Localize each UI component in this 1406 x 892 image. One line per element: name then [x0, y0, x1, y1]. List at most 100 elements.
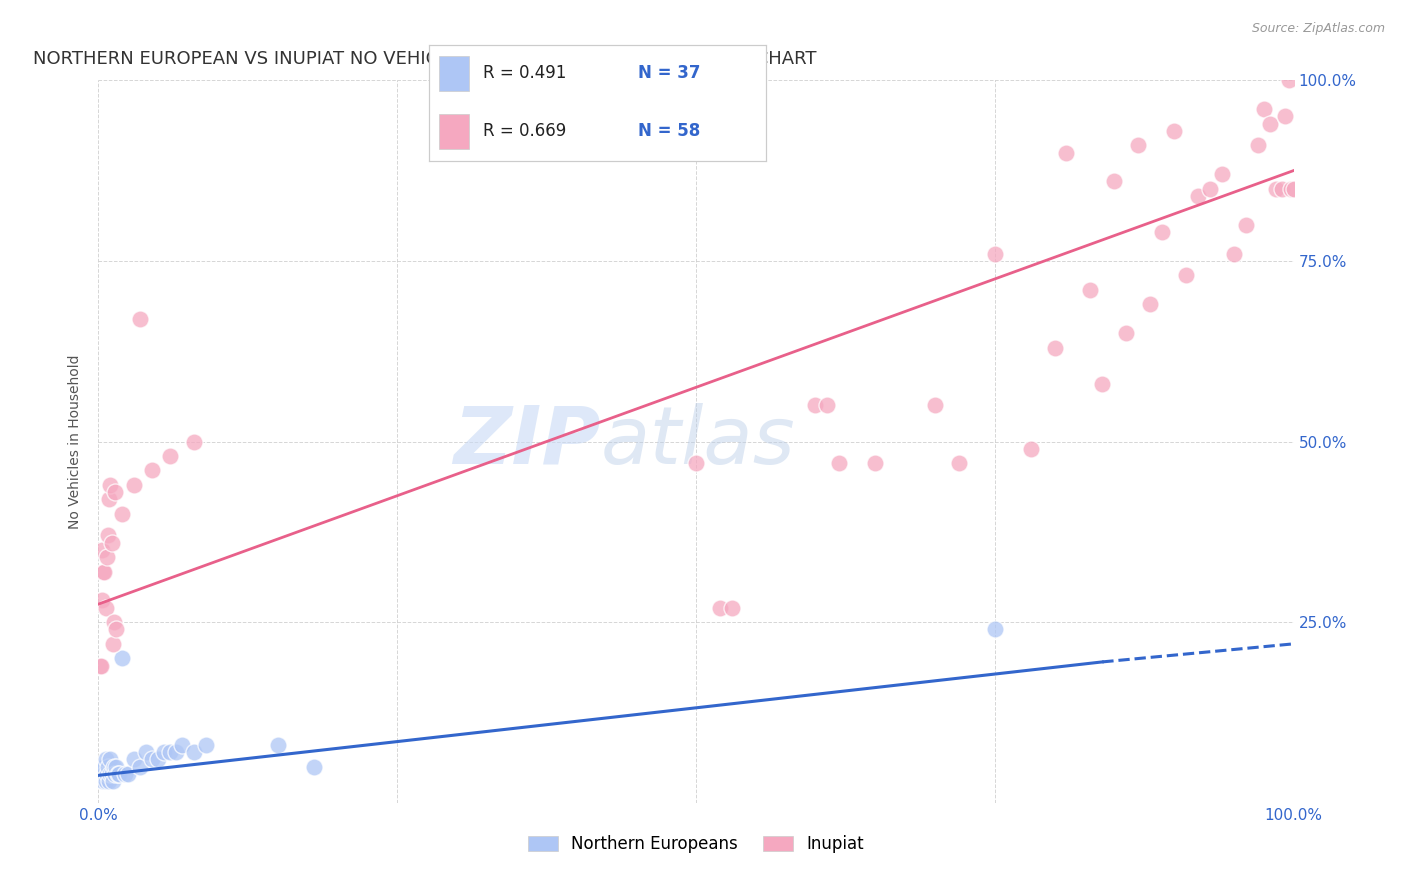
Point: [1264, 182, 1286, 196]
Point: [828, 456, 851, 470]
Point: [815, 398, 838, 412]
Point: [1128, 138, 1150, 153]
Point: [91, 565, 114, 579]
Point: [98, 767, 122, 781]
Point: [1175, 268, 1198, 283]
Point: [302, 760, 325, 774]
Point: [1223, 246, 1246, 260]
Point: [124, 478, 146, 492]
Point: [1139, 297, 1161, 311]
Point: [1091, 376, 1114, 391]
Point: [103, 615, 125, 630]
Text: ZIP: ZIP: [453, 402, 600, 481]
Point: [1080, 283, 1102, 297]
Point: [1271, 182, 1294, 196]
Point: [924, 398, 946, 412]
Point: [94, 774, 117, 789]
Point: [124, 752, 146, 766]
Point: [105, 760, 128, 774]
Point: [1279, 182, 1302, 196]
Point: [804, 398, 827, 412]
Point: [195, 738, 218, 752]
Point: [153, 745, 176, 759]
Point: [111, 651, 134, 665]
Point: [1163, 124, 1185, 138]
Point: [91, 774, 114, 789]
Point: [101, 774, 124, 789]
Point: [1247, 138, 1270, 153]
Point: [98, 752, 122, 766]
Point: [98, 478, 122, 492]
Point: [1258, 117, 1281, 131]
Point: [104, 485, 127, 500]
Point: [91, 593, 114, 607]
Point: [97, 760, 120, 774]
Point: [159, 745, 181, 759]
Text: atlas: atlas: [600, 402, 796, 481]
Point: [107, 767, 129, 781]
Point: [129, 311, 152, 326]
Point: [1152, 225, 1174, 239]
Point: [1104, 174, 1126, 188]
Point: [117, 767, 139, 781]
Point: [104, 767, 127, 781]
Point: [91, 767, 114, 781]
Point: [165, 745, 187, 759]
Y-axis label: No Vehicles in Household: No Vehicles in Household: [69, 354, 83, 529]
Point: [93, 767, 115, 781]
Point: [267, 738, 290, 752]
Point: [148, 752, 170, 766]
Point: [685, 456, 707, 470]
Text: Source: ZipAtlas.com: Source: ZipAtlas.com: [1251, 22, 1385, 36]
Point: [1234, 218, 1257, 232]
Point: [98, 774, 121, 789]
Point: [141, 463, 163, 477]
Point: [159, 449, 181, 463]
Point: [97, 528, 120, 542]
Text: R = 0.669: R = 0.669: [482, 122, 567, 140]
Point: [1253, 102, 1275, 116]
Point: [1278, 73, 1301, 87]
Point: [91, 542, 114, 557]
Point: [114, 767, 136, 781]
Point: [948, 456, 970, 470]
Legend: Northern Europeans, Inupiat: Northern Europeans, Inupiat: [522, 828, 870, 860]
Point: [1199, 182, 1222, 196]
Text: NORTHERN EUROPEAN VS INUPIAT NO VEHICLES IN HOUSEHOLD CORRELATION CHART: NORTHERN EUROPEAN VS INUPIAT NO VEHICLES…: [32, 50, 817, 68]
Point: [1187, 189, 1209, 203]
FancyBboxPatch shape: [439, 56, 470, 91]
Point: [96, 767, 118, 781]
Point: [111, 507, 134, 521]
Point: [1282, 182, 1305, 196]
Text: N = 37: N = 37: [638, 64, 700, 82]
Point: [96, 550, 118, 565]
Point: [100, 767, 122, 781]
FancyBboxPatch shape: [439, 114, 470, 149]
Point: [1274, 110, 1296, 124]
Point: [94, 752, 117, 766]
Point: [135, 745, 157, 759]
Point: [98, 492, 121, 507]
Point: [91, 760, 114, 774]
Point: [141, 752, 163, 766]
Point: [1043, 341, 1066, 355]
Point: [183, 745, 205, 759]
Point: [984, 623, 1007, 637]
Point: [721, 600, 744, 615]
Point: [101, 637, 124, 651]
Text: N = 58: N = 58: [638, 122, 700, 140]
Point: [89, 658, 111, 673]
Point: [100, 535, 122, 549]
Point: [90, 767, 112, 781]
Point: [709, 600, 731, 615]
Point: [1211, 167, 1233, 181]
Point: [103, 760, 125, 774]
Point: [129, 760, 152, 774]
Point: [984, 246, 1007, 260]
Point: [1056, 145, 1078, 160]
Point: [172, 738, 194, 752]
Point: [183, 434, 205, 449]
Point: [94, 600, 117, 615]
Point: [865, 456, 887, 470]
Point: [105, 623, 128, 637]
